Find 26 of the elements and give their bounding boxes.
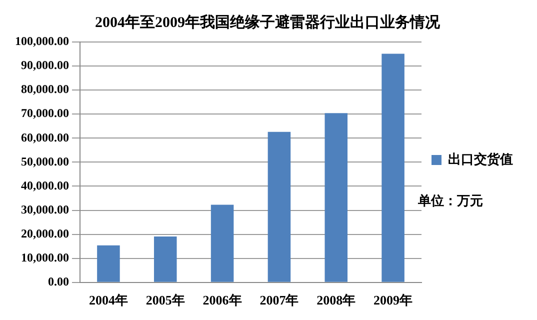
x-tick-label: 2006年: [202, 292, 242, 308]
legend-label: 出口交货值: [448, 151, 513, 166]
bar: [210, 204, 234, 282]
bar: [324, 113, 348, 282]
y-tick-label: 50,000.00: [21, 154, 69, 168]
y-tick-label: 100,000.00: [15, 34, 69, 48]
x-tick-label: 2008年: [316, 292, 356, 308]
y-tick-label: 60,000.00: [21, 130, 69, 144]
y-tick-label: 30,000.00: [21, 202, 69, 216]
y-tick-label: 20,000.00: [21, 226, 69, 240]
x-tick-label: 2005年: [146, 292, 185, 308]
x-tick-label: 2009年: [374, 292, 413, 308]
y-tick-label: 80,000.00: [21, 82, 69, 96]
bar: [154, 236, 177, 282]
chart-title: 2004年至2009年我国绝缘子避雷器行业出口业务情况: [95, 14, 441, 31]
bar: [97, 245, 120, 282]
bar: [268, 132, 291, 282]
bar: [382, 54, 404, 282]
x-tick-label: 2004年: [88, 292, 128, 308]
y-tick-label: 90,000.00: [21, 58, 69, 72]
y-tick-label: 70,000.00: [21, 106, 69, 120]
y-tick-label: 0.00: [48, 274, 69, 288]
annotation: 单位：万元: [418, 192, 483, 210]
x-tick-label: 2007年: [260, 292, 299, 308]
y-tick-label: 10,000.00: [21, 250, 69, 264]
y-tick-label: 40,000.00: [21, 178, 69, 192]
